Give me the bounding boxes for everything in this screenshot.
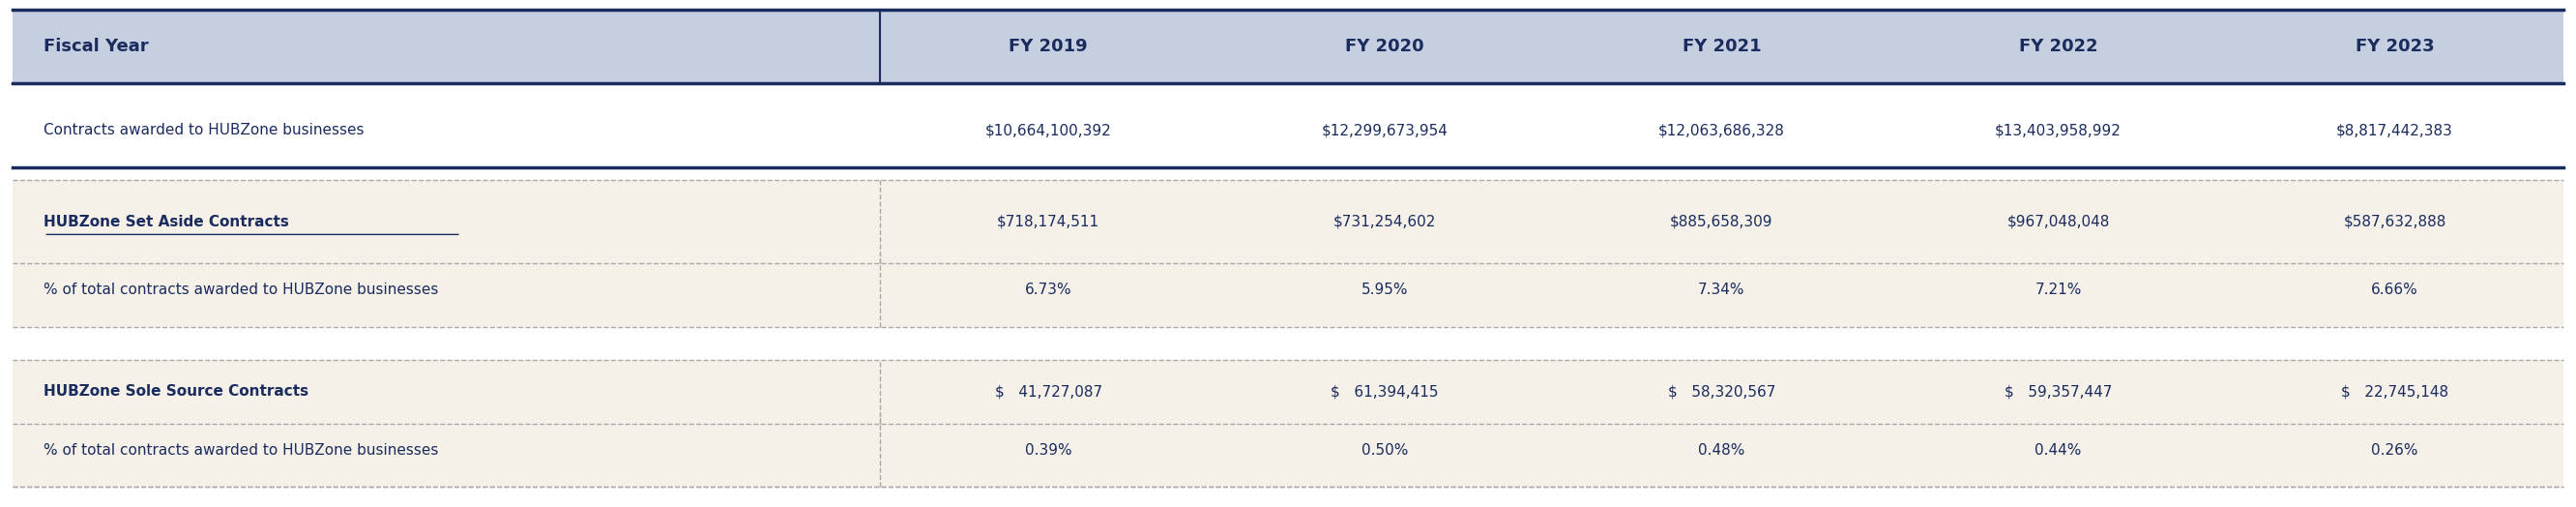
Text: 0.44%: 0.44% bbox=[2035, 443, 2081, 457]
Text: 5.95%: 5.95% bbox=[1363, 283, 1409, 298]
Text: % of total contracts awarded to HUBZone businesses: % of total contracts awarded to HUBZone … bbox=[44, 443, 438, 457]
Text: $10,664,100,392: $10,664,100,392 bbox=[984, 123, 1110, 138]
Text: 6.66%: 6.66% bbox=[2372, 283, 2419, 298]
Text: $587,632,888: $587,632,888 bbox=[2344, 214, 2447, 229]
FancyBboxPatch shape bbox=[1553, 94, 1891, 167]
Text: 7.21%: 7.21% bbox=[2035, 283, 2081, 298]
FancyBboxPatch shape bbox=[1553, 10, 1891, 84]
Text: FY 2022: FY 2022 bbox=[2020, 38, 2097, 56]
FancyBboxPatch shape bbox=[1553, 254, 1891, 327]
Text: $   41,727,087: $ 41,727,087 bbox=[994, 384, 1103, 399]
Text: $13,403,958,992: $13,403,958,992 bbox=[1994, 123, 2123, 138]
FancyBboxPatch shape bbox=[1216, 413, 1553, 487]
Text: HUBZone Set Aside Contracts: HUBZone Set Aside Contracts bbox=[44, 214, 289, 229]
FancyBboxPatch shape bbox=[1553, 180, 1891, 264]
Text: $   59,357,447: $ 59,357,447 bbox=[2004, 384, 2112, 399]
FancyBboxPatch shape bbox=[13, 10, 881, 84]
Text: $731,254,602: $731,254,602 bbox=[1334, 214, 1437, 229]
FancyBboxPatch shape bbox=[881, 94, 1216, 167]
Text: $718,174,511: $718,174,511 bbox=[997, 214, 1100, 229]
FancyBboxPatch shape bbox=[881, 413, 1216, 487]
FancyBboxPatch shape bbox=[1216, 94, 1553, 167]
FancyBboxPatch shape bbox=[881, 254, 1216, 327]
FancyBboxPatch shape bbox=[1216, 180, 1553, 264]
FancyBboxPatch shape bbox=[13, 167, 2563, 190]
FancyBboxPatch shape bbox=[13, 254, 881, 327]
Text: FY 2021: FY 2021 bbox=[1682, 38, 1762, 56]
FancyBboxPatch shape bbox=[2226, 180, 2563, 264]
Text: % of total contracts awarded to HUBZone businesses: % of total contracts awarded to HUBZone … bbox=[44, 283, 438, 298]
FancyBboxPatch shape bbox=[881, 10, 1216, 84]
Text: 0.26%: 0.26% bbox=[2372, 443, 2419, 457]
Text: $8,817,442,383: $8,817,442,383 bbox=[2336, 123, 2452, 138]
Text: $   22,745,148: $ 22,745,148 bbox=[2342, 384, 2450, 399]
Text: $12,299,673,954: $12,299,673,954 bbox=[1321, 123, 1448, 138]
Text: 6.73%: 6.73% bbox=[1025, 283, 1072, 298]
Text: $12,063,686,328: $12,063,686,328 bbox=[1659, 123, 1785, 138]
Text: $   58,320,567: $ 58,320,567 bbox=[1667, 384, 1775, 399]
FancyBboxPatch shape bbox=[881, 180, 1216, 264]
Text: Fiscal Year: Fiscal Year bbox=[44, 38, 149, 56]
FancyBboxPatch shape bbox=[1891, 180, 2226, 264]
FancyBboxPatch shape bbox=[1891, 94, 2226, 167]
FancyBboxPatch shape bbox=[13, 360, 881, 423]
FancyBboxPatch shape bbox=[2226, 413, 2563, 487]
Text: 0.48%: 0.48% bbox=[1698, 443, 1744, 457]
FancyBboxPatch shape bbox=[1553, 413, 1891, 487]
FancyBboxPatch shape bbox=[1216, 360, 1553, 423]
FancyBboxPatch shape bbox=[13, 327, 2563, 350]
FancyBboxPatch shape bbox=[1216, 254, 1553, 327]
Text: FY 2019: FY 2019 bbox=[1010, 38, 1087, 56]
FancyBboxPatch shape bbox=[1891, 254, 2226, 327]
FancyBboxPatch shape bbox=[2226, 94, 2563, 167]
Text: Contracts awarded to HUBZone businesses: Contracts awarded to HUBZone businesses bbox=[44, 123, 363, 138]
Text: 0.39%: 0.39% bbox=[1025, 443, 1072, 457]
Text: 7.34%: 7.34% bbox=[1698, 283, 1744, 298]
FancyBboxPatch shape bbox=[1216, 10, 1553, 84]
Text: $   61,394,415: $ 61,394,415 bbox=[1332, 384, 1440, 399]
FancyBboxPatch shape bbox=[13, 94, 881, 167]
FancyBboxPatch shape bbox=[2226, 360, 2563, 423]
Text: FY 2020: FY 2020 bbox=[1345, 38, 1425, 56]
Text: $885,658,309: $885,658,309 bbox=[1669, 214, 1772, 229]
FancyBboxPatch shape bbox=[1553, 360, 1891, 423]
FancyBboxPatch shape bbox=[1891, 10, 2226, 84]
Text: $967,048,048: $967,048,048 bbox=[2007, 214, 2110, 229]
FancyBboxPatch shape bbox=[1891, 413, 2226, 487]
FancyBboxPatch shape bbox=[881, 360, 1216, 423]
Text: HUBZone Sole Source Contracts: HUBZone Sole Source Contracts bbox=[44, 384, 309, 399]
FancyBboxPatch shape bbox=[2226, 10, 2563, 84]
FancyBboxPatch shape bbox=[2226, 254, 2563, 327]
FancyBboxPatch shape bbox=[13, 180, 881, 264]
Text: 0.50%: 0.50% bbox=[1363, 443, 1409, 457]
Text: FY 2023: FY 2023 bbox=[2354, 38, 2434, 56]
FancyBboxPatch shape bbox=[1891, 360, 2226, 423]
FancyBboxPatch shape bbox=[13, 413, 881, 487]
